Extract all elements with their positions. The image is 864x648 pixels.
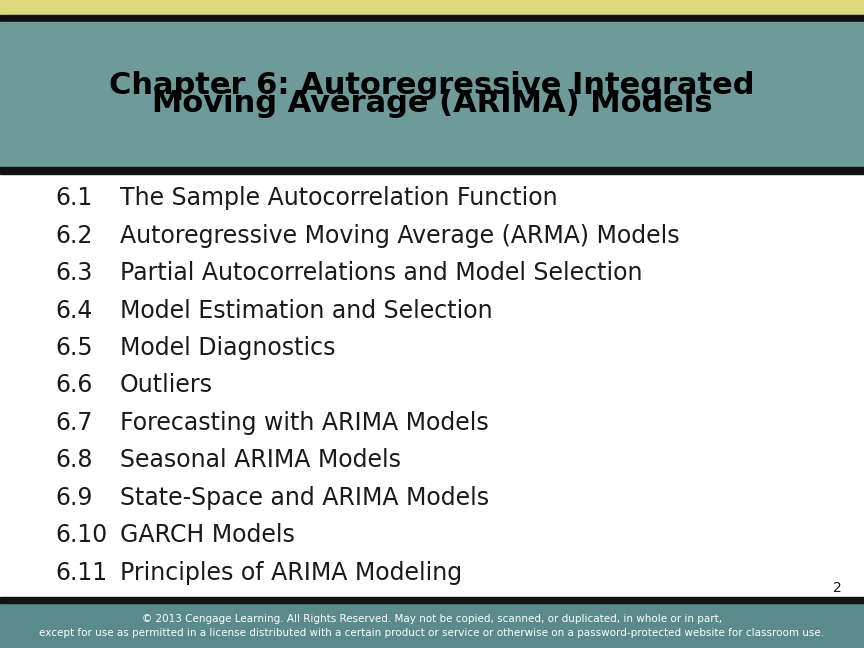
Text: GARCH Models: GARCH Models <box>120 523 295 547</box>
Text: 6.8: 6.8 <box>55 448 92 472</box>
Text: Autoregressive Moving Average (ARMA) Models: Autoregressive Moving Average (ARMA) Mod… <box>120 224 680 248</box>
Bar <box>0 22 864 167</box>
Text: 6.1: 6.1 <box>55 187 92 211</box>
Text: Moving Average (ARIMA) Models: Moving Average (ARIMA) Models <box>152 89 712 118</box>
Text: 6.2: 6.2 <box>55 224 92 248</box>
Text: 6.5: 6.5 <box>55 336 92 360</box>
Bar <box>0 597 864 603</box>
Text: Model Estimation and Selection: Model Estimation and Selection <box>120 299 492 323</box>
Text: 6.4: 6.4 <box>55 299 92 323</box>
Text: 2: 2 <box>833 581 842 595</box>
Text: © 2013 Cengage Learning. All Rights Reserved. May not be copied, scanned, or dup: © 2013 Cengage Learning. All Rights Rese… <box>142 614 722 623</box>
Text: 6.7: 6.7 <box>55 411 92 435</box>
Text: 6.9: 6.9 <box>55 486 92 510</box>
Text: State-Space and ARIMA Models: State-Space and ARIMA Models <box>120 486 489 510</box>
Text: 6.3: 6.3 <box>55 261 92 285</box>
Text: Forecasting with ARIMA Models: Forecasting with ARIMA Models <box>120 411 489 435</box>
Bar <box>0 0 864 15</box>
Bar <box>0 167 864 174</box>
Bar <box>0 603 864 648</box>
Text: Chapter 6: Autoregressive Integrated: Chapter 6: Autoregressive Integrated <box>109 71 755 100</box>
Text: 6.6: 6.6 <box>55 373 92 397</box>
Text: Outliers: Outliers <box>120 373 213 397</box>
Text: 6.10: 6.10 <box>55 523 107 547</box>
Text: The Sample Autocorrelation Function: The Sample Autocorrelation Function <box>120 187 557 211</box>
Text: Model Diagnostics: Model Diagnostics <box>120 336 335 360</box>
Text: except for use as permitted in a license distributed with a certain product or s: except for use as permitted in a license… <box>40 627 824 638</box>
Text: 6.11: 6.11 <box>55 561 107 584</box>
Text: Partial Autocorrelations and Model Selection: Partial Autocorrelations and Model Selec… <box>120 261 643 285</box>
Text: Seasonal ARIMA Models: Seasonal ARIMA Models <box>120 448 401 472</box>
Bar <box>0 15 864 22</box>
Text: Principles of ARIMA Modeling: Principles of ARIMA Modeling <box>120 561 462 584</box>
